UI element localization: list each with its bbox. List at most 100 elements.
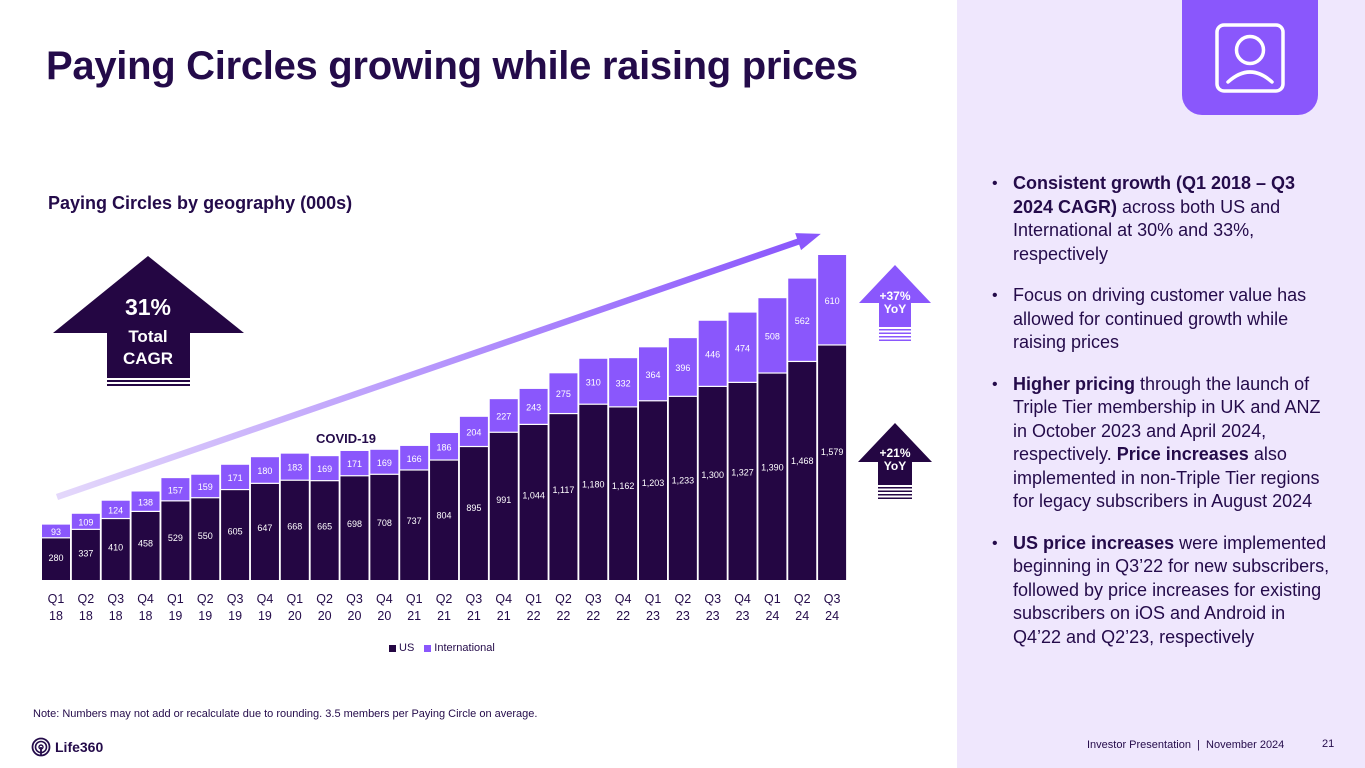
x-tick-label-year: 19 (258, 609, 272, 623)
bar-group: 180 647 (250, 457, 279, 580)
bullet-text: across both US and International at 30% … (1013, 196, 1281, 264)
bar-us (191, 498, 220, 580)
label-us: 708 (377, 518, 392, 528)
x-tick-label-year: 23 (676, 609, 690, 623)
x-tick-label-year: 18 (49, 609, 63, 623)
bar-international (400, 445, 429, 470)
bar-international (579, 358, 608, 404)
label-us: 1,044 (522, 491, 545, 501)
bar-group: 186 804 (430, 433, 459, 580)
label-us: 1,327 (731, 468, 754, 478)
cagr-arrow-stripe (107, 380, 190, 382)
x-tick-label-quarter: Q2 (197, 592, 214, 606)
bar-us (101, 519, 130, 580)
bar-group: 275 1,117 (549, 373, 578, 580)
label-us: 647 (257, 523, 272, 533)
bullet-customer-value: • Focus on driving customer value has al… (990, 284, 1330, 355)
bar-us (668, 396, 697, 580)
x-tick-label-year: 22 (527, 609, 541, 623)
label-us: 1,390 (761, 462, 784, 472)
yoy-arrow-stripe (878, 494, 912, 496)
x-tick-label-year: 21 (497, 609, 511, 623)
label-international: 474 (735, 343, 750, 353)
yoy-arrow-stripe (878, 497, 912, 499)
bar-us (459, 447, 488, 580)
bar-us (489, 432, 518, 580)
x-tick-label-year: 19 (168, 609, 182, 623)
bar-group: 138 458 (131, 491, 160, 580)
label-international: 124 (108, 505, 123, 515)
x-tick-label-quarter: Q2 (316, 592, 333, 606)
label-us: 895 (466, 503, 481, 513)
label-international: 508 (765, 331, 780, 341)
yoy-arrow-stripe (878, 490, 912, 492)
bar-us (340, 476, 369, 580)
bullet-text: were implemented beginning in Q3’22 for … (1013, 532, 1330, 647)
legend-item-international: International (424, 642, 495, 654)
bar-international (131, 491, 160, 511)
trend-arrow-head (795, 233, 821, 251)
x-tick-label-year: 18 (139, 609, 153, 623)
chart-title: Paying Circles by geography (000s) (48, 193, 353, 213)
bullet-dot: • (992, 287, 998, 304)
bar-group: 159 550 (191, 474, 220, 580)
label-international: 166 (407, 454, 422, 464)
label-us: 1,162 (612, 481, 635, 491)
legend-label-international: International (434, 642, 495, 654)
bar-us (609, 407, 638, 580)
x-tick-label-quarter: Q3 (704, 592, 721, 606)
bullet-dot: • (992, 175, 998, 192)
x-tick-label-year: 20 (288, 609, 302, 623)
bar-us (639, 401, 667, 580)
label-international: 180 (257, 466, 272, 476)
yoy-arrow-stripe (878, 487, 912, 489)
bar-international (818, 255, 847, 345)
international-yoy-value: +37% (879, 289, 910, 303)
bullet-text-2: also implemented in non-Triple Tier regi… (1013, 444, 1320, 511)
bar-us (549, 414, 578, 580)
bar-international (639, 347, 667, 401)
label-international: 364 (645, 370, 660, 380)
x-tick-label-year: 19 (228, 609, 242, 623)
x-tick-label-quarter: Q4 (257, 592, 274, 606)
legend: US International (389, 642, 495, 654)
label-international: 171 (228, 473, 243, 483)
page-title: Paying Circles growing while raising pri… (46, 44, 858, 88)
label-us: 1,117 (553, 485, 575, 495)
label-international: 275 (556, 389, 571, 399)
label-international: 183 (287, 463, 302, 473)
x-tick-label-quarter: Q1 (406, 592, 423, 606)
bar-international (698, 320, 727, 386)
bar-group: 610 1,579 (818, 255, 847, 580)
logo-text: Life360 (55, 739, 104, 755)
x-tick-label-year: 24 (765, 609, 779, 623)
x-tick-label-quarter: Q2 (436, 592, 453, 606)
bullet-consistent-growth: • Consistent growth (Q1 2018 – Q3 2024 C… (990, 172, 1330, 266)
bar-us (579, 404, 608, 580)
bar-group: 157 529 (161, 478, 190, 580)
label-us: 668 (287, 521, 302, 531)
bar-us (42, 538, 70, 580)
bar-international (161, 478, 190, 501)
bar-us (131, 512, 160, 580)
label-us: 458 (138, 539, 153, 549)
us-yoy-arrow-shape (858, 423, 932, 485)
x-tick-label-year: 23 (646, 609, 660, 623)
bar-international (340, 450, 369, 476)
label-us: 280 (48, 553, 63, 563)
label-us: 804 (437, 510, 452, 520)
bar-us (728, 382, 757, 580)
cagr-label-line2: CAGR (123, 349, 173, 368)
bar-group: 93 280 (42, 524, 70, 580)
bar-group: 171 605 (221, 464, 250, 580)
label-us: 737 (407, 516, 422, 526)
x-tick-label-year: 20 (377, 609, 391, 623)
bar-international (221, 464, 250, 489)
right-panel (957, 0, 1365, 768)
x-tick-label-year: 21 (407, 609, 421, 623)
x-tick-label-quarter: Q2 (78, 592, 95, 606)
bar-group: 446 1,300 (698, 320, 727, 580)
bar-us (310, 481, 339, 580)
label-us: 337 (78, 548, 93, 558)
bar-international (758, 298, 787, 373)
